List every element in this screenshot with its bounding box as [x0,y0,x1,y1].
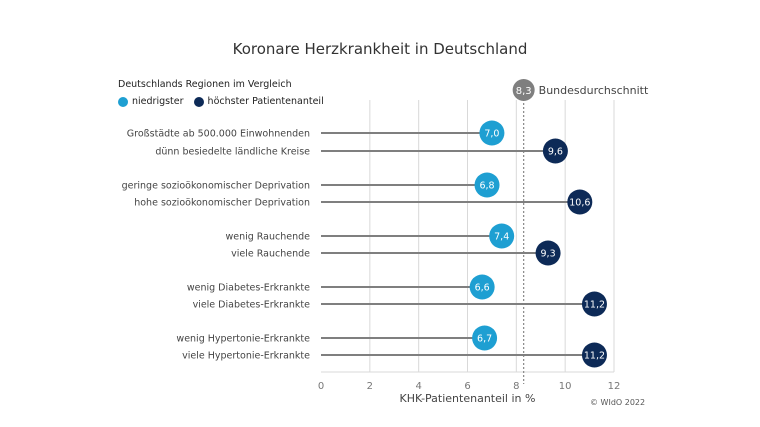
data-point [469,274,495,300]
x-axis-label: KHK-Patientenanteil in % [399,392,536,405]
data-point [472,325,498,351]
legend-label-low: niedrigster [132,96,184,107]
row-label: wenig Hypertonie-Erkrankte [176,334,310,345]
legend-label-high: höchster Patientenanteil [207,96,324,107]
legend-swatch-high [193,96,204,107]
row-label: wenig Rauchende [225,232,310,243]
row-label: geringe sozioökonomischer Deprivation [122,181,310,192]
row-label: hohe sozioökonomischer Deprivation [134,198,310,209]
legend-swatch-low [118,96,128,107]
chart-title: Koronare Herzkrankheit in Deutschland [232,40,528,58]
data-label: 7,4 [494,232,509,243]
copyright: © WIdO 2022 [590,398,646,407]
data-label: 10,6 [569,198,590,209]
data-point [489,223,515,249]
row-label: Großstädte ab 500.000 Einwohnenden [127,129,310,140]
data-label: 6,6 [475,283,490,294]
x-tick-label: 12 [608,381,621,392]
data-label: 7,0 [484,129,499,140]
row-label: viele Hypertonie-Erkrankte [182,351,310,362]
data-point [474,172,500,198]
x-tick-label: 6 [464,381,470,392]
data-label: 6,8 [479,181,494,192]
x-tick-label: 2 [367,381,373,392]
data-point [567,189,593,215]
row-label: viele Rauchende [231,249,310,260]
average-label: Bundesdurchschnitt [539,84,649,97]
data-point [535,240,561,266]
average-value: 8,3 [516,86,532,97]
x-tick-label: 4 [415,381,421,392]
chart-subtitle: Deutschlands Regionen im Vergleich [118,79,292,90]
row-label: viele Diabetes-Erkrankte [193,300,311,311]
x-tick-label: 0 [318,381,324,392]
legend: niedrigster höchster Patientenanteil [118,96,324,107]
data-point [542,138,568,164]
data-point [581,291,607,317]
average-marker [512,79,535,101]
row-label: dünn besiedelte ländliche Kreise [155,147,310,158]
data-label: 6,7 [477,334,492,345]
data-label: 9,3 [541,249,556,260]
data-label: 11,2 [584,351,605,362]
x-tick-label: 8 [513,381,519,392]
data-label: 11,2 [584,300,605,311]
data-label: 9,6 [548,147,563,158]
data-point [479,120,505,146]
row-label: wenig Diabetes-Erkrankte [187,283,310,294]
x-tick-label: 10 [559,381,572,392]
data-point [581,342,607,368]
